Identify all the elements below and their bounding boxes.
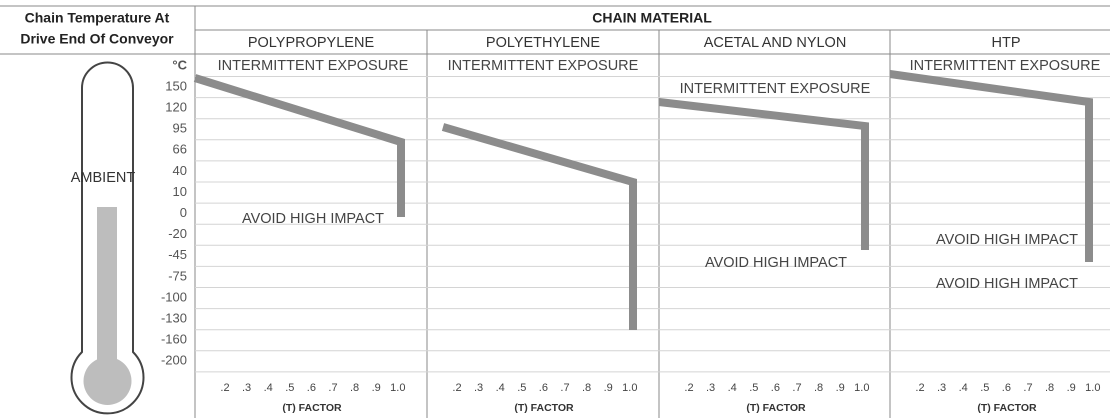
x-axis-label: (T) FACTOR (282, 402, 342, 414)
x-tick-label: .6 (1002, 382, 1011, 394)
annotation: AVOID HIGH IMPACT (936, 232, 1078, 248)
x-tick-label: .8 (1045, 382, 1054, 394)
annotation: INTERMITTENT EXPOSURE (680, 81, 871, 97)
x-tick-label: .6 (539, 382, 548, 394)
material-name: POLYPROPYLENE (248, 35, 375, 51)
material-name: ACETAL AND NYLON (704, 35, 847, 51)
x-tick-label: .4 (496, 382, 505, 394)
y-label: 10 (173, 184, 187, 199)
x-axis-label: (T) FACTOR (746, 402, 806, 414)
thermometer-label: AMBIENT (71, 170, 136, 186)
x-tick-label: .9 (1067, 382, 1076, 394)
y-label: 66 (173, 142, 187, 157)
x-tick-label: .7 (560, 382, 569, 394)
material-name: POLYETHYLENE (486, 35, 600, 51)
y-label: 120 (165, 100, 187, 115)
y-label: 0 (180, 205, 187, 220)
unit-label: °C (172, 57, 187, 72)
thermometer-bulb (83, 357, 132, 405)
y-label: -200 (161, 353, 187, 368)
x-tick-label: .5 (285, 382, 294, 394)
left-header: Chain Temperature At (25, 10, 170, 26)
x-tick-label: .5 (749, 382, 758, 394)
x-tick-label: .8 (350, 382, 359, 394)
x-tick-label: .2 (684, 382, 693, 394)
x-tick-label: .4 (728, 382, 737, 394)
x-tick-label: .3 (242, 382, 251, 394)
x-tick-label: 1.0 (622, 382, 637, 394)
annotation: INTERMITTENT EXPOSURE (448, 58, 639, 74)
curve (193, 74, 405, 217)
x-tick-label: .6 (307, 382, 316, 394)
annotation: AVOID HIGH IMPACT (705, 255, 847, 271)
curves (193, 70, 1093, 330)
left-header: Drive End Of Conveyor (20, 31, 174, 47)
y-label: -160 (161, 332, 187, 347)
x-tick-label: .7 (792, 382, 801, 394)
thermometer-column (97, 207, 117, 367)
x-tick-label: .3 (937, 382, 946, 394)
y-label: 150 (165, 78, 187, 93)
x-tick-label: .5 (980, 382, 989, 394)
x-tick-label: 1.0 (390, 382, 405, 394)
curve (441, 123, 637, 330)
x-axis-label: (T) FACTOR (977, 402, 1037, 414)
y-label: 40 (173, 163, 187, 178)
x-tick-label: .2 (915, 382, 924, 394)
x-tick-label: .2 (220, 382, 229, 394)
x-tick-label: .9 (836, 382, 845, 394)
x-tick-label: .4 (264, 382, 273, 394)
material-header: CHAIN MATERIAL (592, 10, 712, 26)
y-label: -130 (161, 311, 187, 326)
x-tick-label: .7 (1023, 382, 1032, 394)
x-tick-label: .6 (771, 382, 780, 394)
y-label: -20 (168, 226, 187, 241)
x-tick-label: .3 (474, 382, 483, 394)
curve (658, 98, 869, 250)
x-tick-label: .9 (604, 382, 613, 394)
x-tick-label: 1.0 (854, 382, 869, 394)
x-tick-label: 1.0 (1085, 382, 1100, 394)
x-tick-label: .9 (372, 382, 381, 394)
y-label: -100 (161, 289, 187, 304)
x-tick-label: .3 (706, 382, 715, 394)
y-label: -75 (168, 268, 187, 283)
annotation: AVOID HIGH IMPACT (242, 211, 384, 227)
annotation: INTERMITTENT EXPOSURE (910, 58, 1101, 74)
x-tick-label: .2 (452, 382, 461, 394)
x-tick-label: .4 (959, 382, 968, 394)
x-tick-label: .7 (328, 382, 337, 394)
thermometer (70, 61, 145, 415)
x-tick-label: .8 (814, 382, 823, 394)
x-tick-label: .8 (582, 382, 591, 394)
curve (889, 70, 1093, 262)
annotation: AVOID HIGH IMPACT (936, 276, 1078, 292)
material-name: HTP (992, 35, 1021, 51)
annotation: INTERMITTENT EXPOSURE (218, 58, 409, 74)
x-axis-label: (T) FACTOR (514, 402, 574, 414)
y-label: -45 (168, 247, 187, 262)
x-tick-label: .5 (517, 382, 526, 394)
y-label: 95 (173, 121, 187, 136)
